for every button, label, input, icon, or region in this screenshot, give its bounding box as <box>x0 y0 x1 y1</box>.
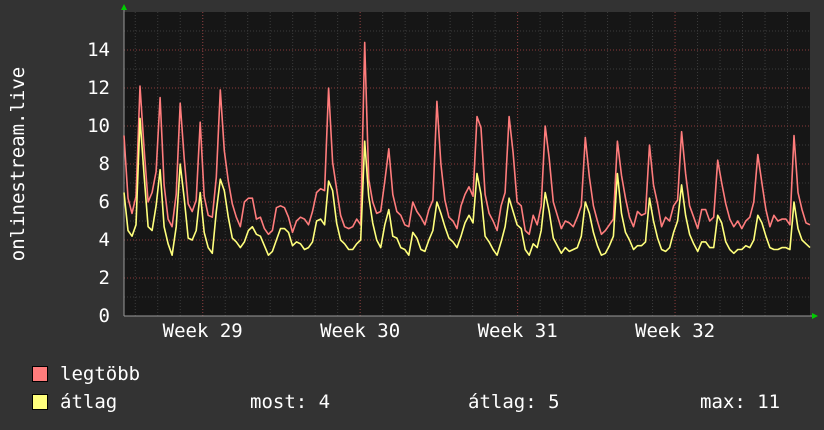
stat-current: most: 4 <box>250 391 331 413</box>
y-tick-label: 10 <box>87 115 110 137</box>
x-tick-label: Week 29 <box>163 320 243 342</box>
series-line-max <box>123 41 811 236</box>
x-axis-arrow <box>812 313 818 319</box>
y-axis-label: onlinestream.live <box>7 67 29 261</box>
avg-swatch <box>32 394 48 410</box>
y-axis-arrow <box>121 4 127 10</box>
x-tick-label: Week 32 <box>635 320 715 342</box>
legend-item-avg: átlag <box>32 390 117 414</box>
series-layer <box>123 41 811 256</box>
series-line-avg <box>123 117 811 256</box>
y-tick-label: 8 <box>99 153 110 175</box>
max-swatch <box>32 366 48 382</box>
x-tick-label: Week 30 <box>320 320 400 342</box>
y-tick-label: 2 <box>99 267 110 289</box>
tick-labels: 0 2 4 6 8 10 12 14 Week 29 Week 30 Week 31 Week 32 <box>87 39 715 342</box>
y-tick-label: 0 <box>99 305 110 327</box>
legend-item-max: legtöbb <box>32 362 140 386</box>
y-tick-label: 14 <box>87 39 110 61</box>
legend-label-avg: átlag <box>60 391 118 413</box>
x-tick-label: Week 31 <box>478 320 558 342</box>
axes <box>121 4 818 319</box>
stat-maximum: max: 11 <box>700 391 781 413</box>
stat-average: átlag: 5 <box>468 391 560 413</box>
y-tick-label: 12 <box>87 77 110 99</box>
legend-label-max: legtöbb <box>60 363 141 385</box>
y-tick-label: 4 <box>99 229 110 251</box>
y-tick-label: 6 <box>99 191 110 213</box>
